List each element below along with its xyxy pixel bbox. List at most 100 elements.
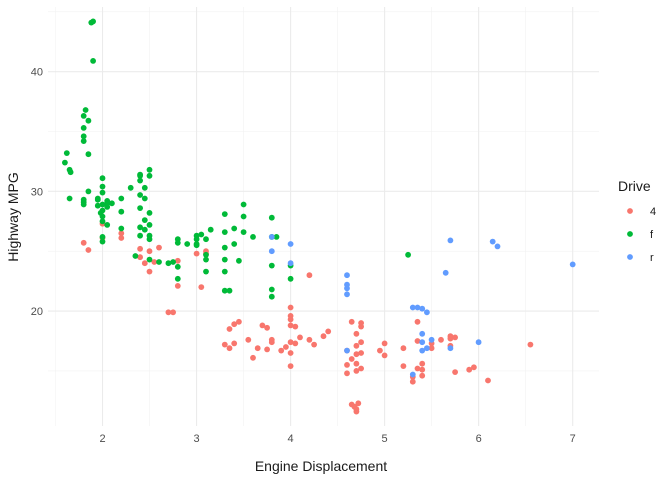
data-point-f <box>231 225 238 232</box>
legend-title: Drive <box>618 178 651 194</box>
data-point-4 <box>353 360 360 367</box>
data-point-f <box>203 268 209 275</box>
data-point-4 <box>137 254 144 261</box>
data-point-4 <box>325 328 332 335</box>
data-point-f <box>99 201 106 208</box>
data-point-f <box>193 236 200 243</box>
data-point-4 <box>283 344 289 350</box>
data-point-f <box>146 210 153 216</box>
data-point-f <box>240 201 247 208</box>
data-point-f <box>118 208 125 215</box>
data-point-4 <box>419 360 426 367</box>
data-point-4 <box>174 283 181 289</box>
data-point-4 <box>344 370 350 377</box>
data-point-r <box>442 269 449 276</box>
data-point-f <box>94 196 101 203</box>
data-point-4 <box>355 400 362 407</box>
data-point-r <box>419 339 426 346</box>
data-point-4 <box>254 345 261 352</box>
data-point-4 <box>264 324 270 331</box>
data-point-f <box>273 234 280 240</box>
data-point-r <box>344 347 350 354</box>
x-axis-title: Engine Displacement <box>255 458 387 474</box>
data-point-4 <box>287 322 294 329</box>
data-point-4 <box>174 257 181 264</box>
data-point-4 <box>245 336 252 343</box>
data-point-4 <box>527 341 534 348</box>
data-point-r <box>414 304 421 311</box>
data-point-4 <box>231 340 238 347</box>
data-point-f <box>137 172 144 179</box>
data-point-r <box>447 237 454 244</box>
data-point-4 <box>466 366 473 373</box>
data-point-f <box>250 234 256 240</box>
data-point-r <box>287 260 294 267</box>
data-point-f <box>221 256 228 263</box>
data-point-r <box>419 305 426 312</box>
y-axis-title: Highway MPG <box>5 172 21 261</box>
data-point-4 <box>278 347 285 354</box>
data-point-4 <box>287 350 294 356</box>
data-point-4 <box>287 363 294 369</box>
data-point-4 <box>118 230 125 237</box>
data-point-f <box>146 166 153 173</box>
data-point-f <box>146 236 153 243</box>
data-point-r <box>489 238 496 245</box>
data-point-r <box>419 347 426 354</box>
data-point-f <box>170 259 177 265</box>
data-point-4 <box>414 318 421 325</box>
data-point-r <box>287 241 294 247</box>
x-tick-label: 4 <box>288 433 294 445</box>
data-point-4 <box>428 345 435 352</box>
data-point-4 <box>287 304 294 311</box>
data-point-r <box>419 330 426 337</box>
data-point-f <box>198 231 205 238</box>
data-point-f <box>268 214 275 221</box>
data-point-4 <box>236 318 242 325</box>
data-point-f <box>231 241 238 247</box>
x-tick-label: 2 <box>99 433 105 445</box>
data-point-f <box>99 189 106 196</box>
data-point-4 <box>452 334 458 341</box>
data-point-4 <box>381 352 388 359</box>
data-point-f <box>66 195 73 202</box>
data-point-4 <box>250 354 256 361</box>
data-point-4 <box>156 244 162 251</box>
data-point-4 <box>400 345 407 352</box>
data-point-f <box>85 188 92 195</box>
data-point-4 <box>292 323 299 330</box>
data-point-4 <box>377 347 383 354</box>
data-point-f <box>127 184 134 191</box>
data-point-f <box>221 268 228 275</box>
data-point-4 <box>80 239 87 246</box>
data-point-4 <box>414 338 421 344</box>
data-point-f <box>141 226 148 233</box>
data-point-4 <box>485 377 491 384</box>
x-tick-label: 6 <box>476 433 482 445</box>
data-point-4 <box>419 372 426 379</box>
data-point-4 <box>231 321 238 328</box>
data-point-f <box>203 256 209 263</box>
legend-label-f: f <box>650 229 654 241</box>
data-point-f <box>118 225 125 232</box>
legend-key-r <box>627 254 633 260</box>
data-point-f <box>94 202 101 209</box>
data-point-f <box>118 195 125 202</box>
data-point-f <box>240 229 247 236</box>
data-point-4 <box>193 250 200 257</box>
data-point-f <box>405 251 411 258</box>
data-point-f <box>62 159 68 166</box>
data-point-4 <box>353 342 360 349</box>
data-point-4 <box>348 356 355 362</box>
data-point-4 <box>306 336 313 343</box>
data-point-r <box>428 336 435 343</box>
tick-labels: 2 3 4 5 6 7 20 30 40 <box>31 67 576 445</box>
data-point-f <box>99 234 106 240</box>
data-point-f <box>221 244 228 251</box>
data-point-f <box>156 259 162 265</box>
data-point-f <box>193 242 200 249</box>
data-point-f <box>141 184 148 191</box>
data-point-r <box>344 285 350 292</box>
data-point-4 <box>151 259 158 265</box>
x-tick-label: 3 <box>194 433 200 445</box>
